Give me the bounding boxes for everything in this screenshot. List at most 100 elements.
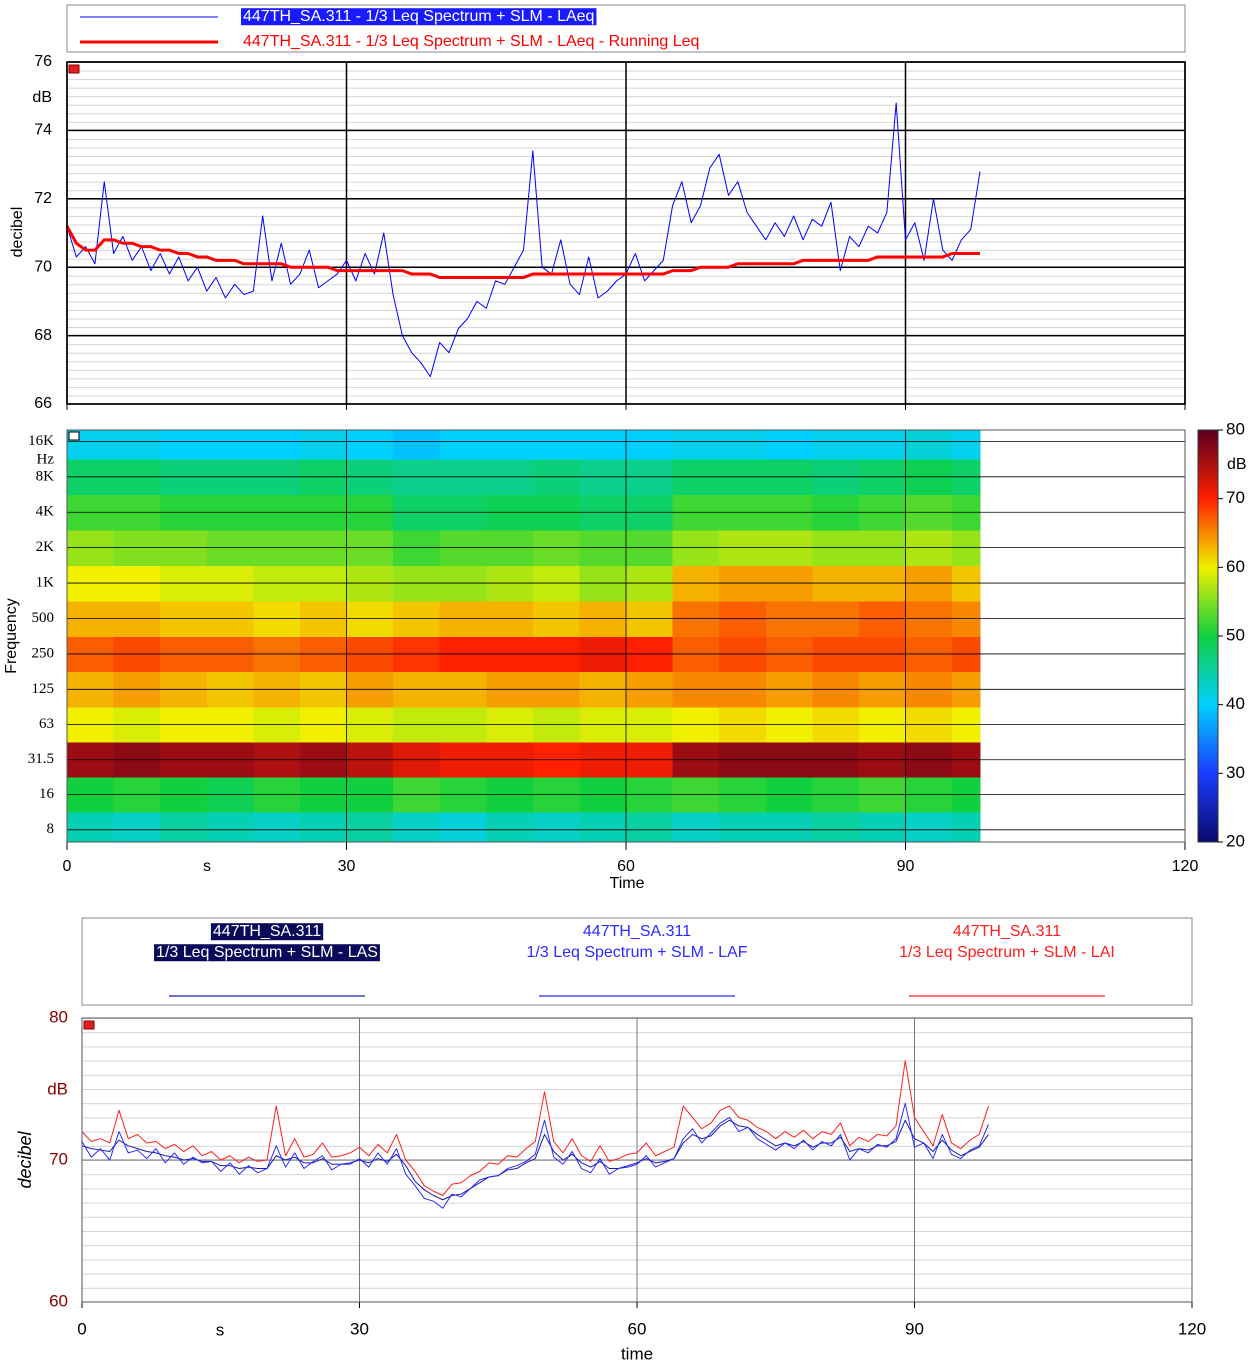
legend-label: 447TH_SA.311: [583, 923, 691, 940]
heat-cell: [532, 777, 581, 813]
heat-cell: [858, 777, 907, 813]
legend-label: 447TH_SA.311 - 1/3 Leq Spectrum + SLM - …: [243, 33, 699, 50]
heat-cell: [905, 812, 953, 843]
heat-cell: [486, 812, 534, 843]
y-tick-label: 70: [49, 1149, 68, 1168]
y-axis-title: Frequency: [3, 598, 20, 674]
y-tick-label: 250: [32, 645, 55, 661]
heat-cell: [299, 777, 348, 813]
colorbar-tick-label: 20: [1226, 831, 1245, 850]
x-tick-label: 120: [1178, 1319, 1206, 1338]
colorbar-tick-label: 30: [1226, 763, 1245, 782]
heat-cell: [67, 777, 115, 813]
heat-cell: [160, 706, 208, 743]
plot-frame: [66, 61, 1186, 405]
colorbar: [1197, 429, 1219, 843]
x-tick-label: 30: [338, 858, 356, 875]
x-axis-title: Time: [610, 875, 645, 892]
heat-cell: [719, 706, 767, 743]
series-line: [81, 1102, 989, 1209]
heat-cell: [719, 430, 767, 460]
heat-cell: [765, 777, 813, 813]
y-tick-label: 31.5: [28, 751, 54, 767]
cursor-marker: [68, 431, 80, 441]
heat-cell: [579, 777, 627, 813]
heat-cell: [952, 430, 981, 460]
heat-cell: [206, 706, 254, 743]
heat-cell: [858, 812, 907, 843]
x-tick-label: 90: [905, 1319, 924, 1338]
heat-cell: [160, 812, 208, 843]
heat-cell: [672, 777, 720, 813]
heat-cell: [812, 706, 860, 743]
heat-cell: [486, 706, 534, 743]
y-tick-label: 16K: [28, 433, 54, 449]
heat-cell: [486, 777, 534, 813]
legend-label: 1/3 Leq Spectrum + SLM - LAF: [527, 944, 748, 961]
x-unit: s: [203, 858, 211, 875]
heat-cell: [439, 706, 487, 743]
cursor-marker: [83, 1020, 95, 1030]
y-tick-label: 63: [39, 716, 54, 732]
heat-cell: [905, 706, 953, 743]
plot-frame: [81, 1017, 1193, 1303]
heat-cell: [626, 706, 674, 743]
colorbar-tick-label: 80: [1226, 419, 1245, 438]
legend-highlight: [210, 923, 324, 941]
heat-cell: [952, 812, 981, 843]
heat-cell: [952, 706, 981, 743]
heat-cell: [626, 430, 674, 460]
legend-highlight: [154, 944, 380, 962]
x-tick-label: 120: [1172, 858, 1199, 875]
heat-cell: [113, 430, 161, 460]
heat-cell: [299, 706, 348, 743]
legend-highlight: [241, 8, 597, 26]
legend-label: 1/3 Leq Spectrum + SLM - LAS: [156, 944, 378, 961]
x-axis-title: time: [621, 1344, 653, 1363]
heat-cell: [160, 430, 208, 460]
heat-cell: [672, 430, 720, 460]
heat-cell: [812, 430, 860, 460]
heat-cell: [299, 430, 348, 460]
x-tick-label: 60: [617, 858, 635, 875]
heat-cell: [439, 812, 487, 843]
y-axis-title: decibel: [15, 1130, 35, 1188]
x-tick-label: 90: [897, 858, 915, 875]
y-tick-label: 76: [34, 53, 52, 70]
heat-cell: [579, 706, 627, 743]
x-tick-label: 0: [63, 858, 72, 875]
heat-cell: [626, 777, 674, 813]
heat-cell: [719, 777, 767, 813]
legend-label: 447TH_SA.311 - 1/3 Leq Spectrum + SLM - …: [243, 8, 594, 25]
x-tick-label: 30: [350, 1319, 369, 1338]
y-tick-label: 60: [49, 1291, 68, 1310]
heat-cell: [206, 430, 254, 460]
heat-cell: [672, 706, 720, 743]
y-tick-label: 72: [34, 190, 52, 207]
colorbar-label: dB: [1227, 456, 1247, 473]
heat-cell: [346, 777, 394, 813]
legend-label: 1/3 Leq Spectrum + SLM - LAI: [899, 944, 1115, 961]
y-tick-label: 74: [34, 122, 52, 139]
y-tick-label: 125: [32, 681, 55, 697]
y-tick-label: 500: [32, 610, 55, 626]
heat-cell: [858, 430, 907, 460]
heat-cell: [765, 430, 813, 460]
colorbar-tick-label: 40: [1226, 694, 1245, 713]
legend-label: 447TH_SA.311: [213, 923, 321, 940]
y-tick-label: 16: [39, 786, 55, 802]
y-tick-label: 66: [34, 395, 52, 412]
heat-cell: [67, 706, 115, 743]
heat-cell: [672, 812, 720, 843]
heat-cell: [113, 812, 161, 843]
heat-cell: [905, 777, 953, 813]
heat-cell: [439, 777, 487, 813]
heat-cell: [113, 777, 161, 813]
colorbar-tick-label: 60: [1226, 557, 1245, 576]
heat-cell: [719, 812, 767, 843]
heat-cell: [393, 777, 441, 813]
y-tick-label: 70: [34, 258, 52, 275]
y-unit: dB: [32, 89, 52, 106]
y-unit: dB: [47, 1079, 68, 1098]
